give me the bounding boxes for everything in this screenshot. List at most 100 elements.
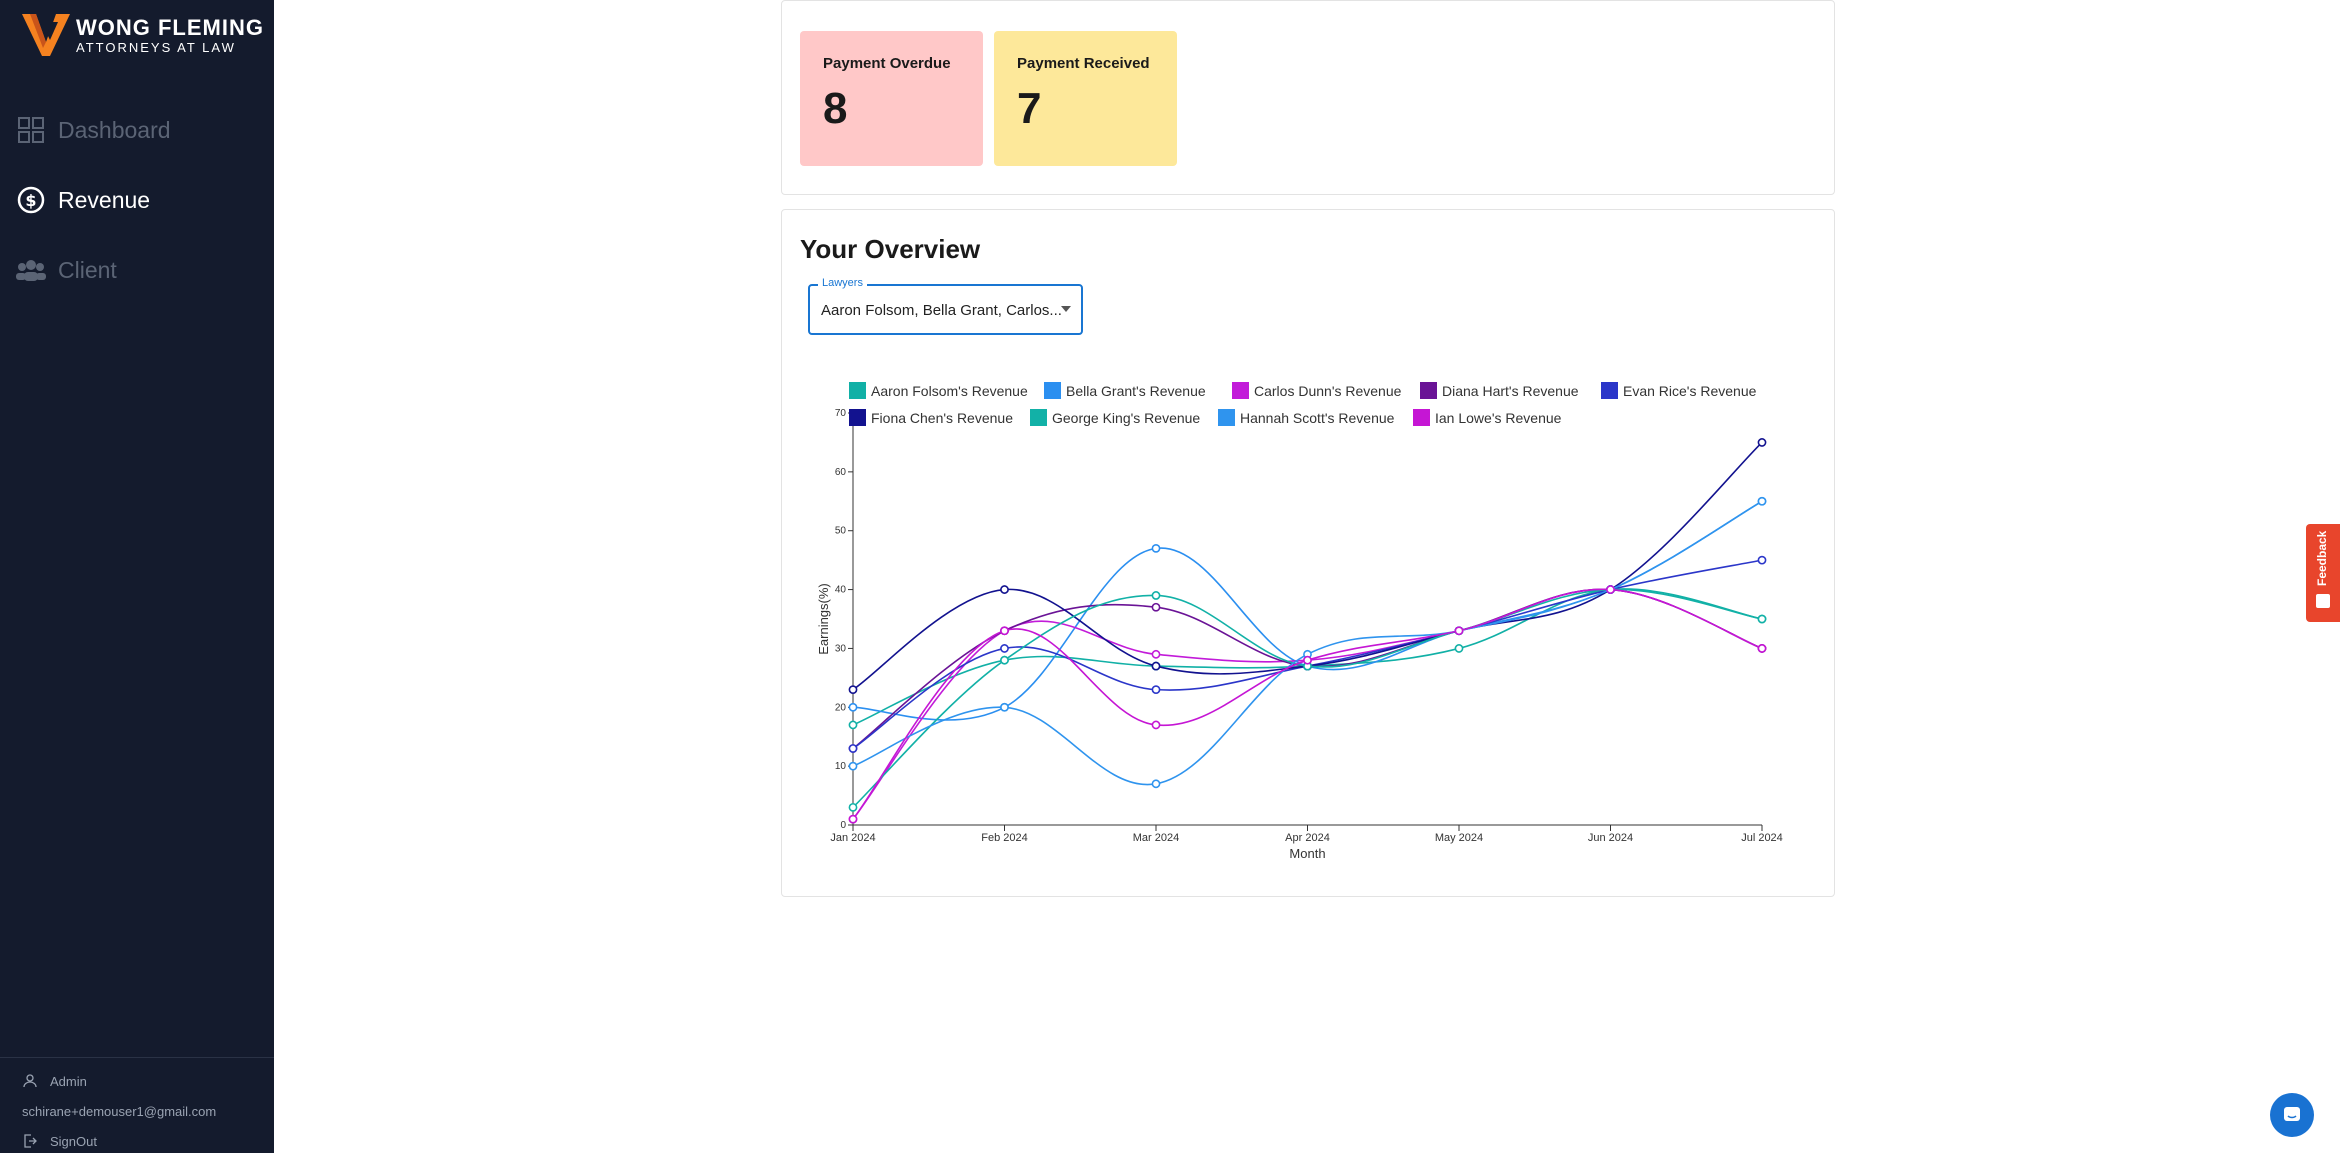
legend-label: George King's Revenue: [1052, 410, 1200, 426]
grid-icon: [16, 115, 46, 145]
sidebar-item-revenue[interactable]: $ Revenue: [16, 180, 150, 220]
data-point: [1000, 585, 1009, 594]
feedback-tab[interactable]: Feedback: [2306, 524, 2340, 622]
lawyers-select[interactable]: Lawyers Aaron Folsom, Bella Grant, Carlo…: [808, 277, 1083, 335]
y-tick-label: 70: [835, 408, 847, 419]
brand-name: WONG FLEMING: [76, 14, 264, 40]
data-point: [1000, 644, 1009, 653]
payment-overdue-tile[interactable]: Payment Overdue 8: [800, 31, 983, 166]
data-point: [848, 802, 858, 812]
payment-stats-card: Payment Overdue 8 Payment Received 7: [781, 0, 1835, 195]
chat-icon: [2284, 1107, 2300, 1121]
payment-received-value: 7: [1017, 84, 1042, 133]
feedback-label: Feedback: [2315, 530, 2329, 586]
x-tick-label: Mar 2024: [1133, 832, 1179, 844]
brand-logo[interactable]: WONG FLEMING ATTORNEYS AT LAW: [22, 12, 264, 58]
data-point: [848, 702, 858, 712]
legend-swatch: [849, 382, 866, 399]
signout-button[interactable]: SignOut: [0, 1126, 274, 1156]
y-axis-label: Earnings(%): [816, 583, 831, 655]
sidebar: WONG FLEMING ATTORNEYS AT LAW Dashboard …: [0, 0, 274, 1153]
user-role: Admin: [0, 1066, 274, 1096]
brand-tagline: ATTORNEYS AT LAW: [76, 39, 236, 55]
revenue-icon: $: [16, 185, 46, 215]
sidebar-item-label: Revenue: [58, 186, 151, 213]
data-point: [848, 685, 858, 695]
overview-card: Your Overview Lawyers Aaron Folsom, Bell…: [781, 209, 1835, 897]
data-point: [1454, 626, 1464, 636]
payment-received-tile[interactable]: Payment Received 7: [994, 31, 1177, 166]
x-tick-label: Jul 2024: [1741, 832, 1783, 844]
legend-swatch: [849, 409, 866, 426]
user-icon: [22, 1073, 38, 1089]
series-line: [852, 500, 1763, 786]
series-line: [852, 588, 1763, 820]
legend-label: Ian Lowe's Revenue: [1435, 410, 1562, 426]
legend-swatch: [1413, 409, 1430, 426]
payment-overdue-value: 8: [823, 84, 848, 133]
data-point: [1606, 585, 1615, 594]
y-tick-label: 10: [835, 761, 847, 772]
y-tick-label: 0: [840, 820, 846, 831]
logo-mark-icon: [22, 14, 70, 56]
legend-label: Hannah Scott's Revenue: [1240, 410, 1395, 426]
x-tick-label: Apr 2024: [1285, 832, 1330, 844]
data-point: [848, 720, 858, 730]
data-point: [1151, 685, 1161, 695]
x-tick-label: Feb 2024: [981, 832, 1027, 844]
data-point: [1757, 555, 1767, 565]
data-point: [1151, 779, 1161, 789]
payment-received-title: Payment Received: [1017, 55, 1150, 72]
data-point: [1151, 591, 1161, 600]
data-point: [1151, 661, 1161, 671]
data-point: [848, 761, 858, 771]
y-tick-label: 40: [835, 585, 847, 596]
legend-swatch: [1218, 409, 1235, 426]
lawyers-select-label: Lawyers: [818, 277, 867, 289]
x-axis-label: Month: [1289, 846, 1325, 861]
series-line: [852, 588, 1763, 820]
x-tick-label: May 2024: [1435, 832, 1483, 844]
data-point: [1454, 644, 1464, 653]
legend-swatch: [1044, 382, 1061, 399]
sidebar-item-label: Client: [58, 256, 117, 283]
revenue-line-chart: 0 10 20 30 40 50 60 70 Jan 2024 Feb 2024 Mar 2024 A…: [816, 382, 1783, 861]
data-point: [1000, 626, 1009, 636]
legend-label: Fiona Chen's Revenue: [871, 410, 1013, 426]
data-point: [1303, 655, 1312, 665]
legend-label: Aaron Folsom's Revenue: [871, 383, 1028, 399]
legend-swatch: [1232, 382, 1249, 399]
sidebar-item-dashboard[interactable]: Dashboard: [16, 110, 171, 150]
sidebar-item-label: Dashboard: [58, 116, 171, 143]
data-point: [1151, 649, 1161, 659]
svg-text:$: $: [25, 191, 36, 210]
legend-label: Diana Hart's Revenue: [1442, 383, 1579, 399]
chevron-down-icon: [1061, 306, 1071, 312]
chat-launcher-button[interactable]: [2270, 1093, 2314, 1137]
legend-label: Evan Rice's Revenue: [1623, 383, 1757, 399]
data-point: [848, 814, 858, 824]
data-point: [1757, 496, 1767, 506]
data-point: [1000, 702, 1009, 712]
series-line: [852, 588, 1763, 808]
x-tick-label: Jun 2024: [1588, 832, 1633, 844]
sidebar-footer: Admin schirane+demouser1@gmail.com SignO…: [0, 1057, 274, 1156]
data-point: [1757, 438, 1767, 447]
y-tick-label: 50: [835, 526, 847, 537]
data-point: [1151, 543, 1161, 553]
data-point: [1757, 614, 1767, 624]
signout-label: SignOut: [50, 1133, 97, 1149]
legend-label: Bella Grant's Revenue: [1066, 383, 1206, 399]
y-tick-label: 20: [835, 702, 847, 713]
data-point: [1000, 655, 1009, 665]
sidebar-item-client[interactable]: Client: [16, 250, 117, 290]
user-email: schirane+demouser1@gmail.com: [22, 1103, 217, 1119]
signout-icon: [22, 1133, 38, 1149]
y-tick-label: 60: [835, 467, 847, 478]
users-icon: [16, 255, 46, 285]
legend-swatch: [1420, 382, 1437, 399]
data-point: [1151, 720, 1161, 730]
overview-title: Your Overview: [800, 234, 981, 264]
legend-swatch: [1601, 382, 1618, 399]
lawyers-select-value: Aaron Folsom, Bella Grant, Carlos...: [821, 302, 1062, 319]
